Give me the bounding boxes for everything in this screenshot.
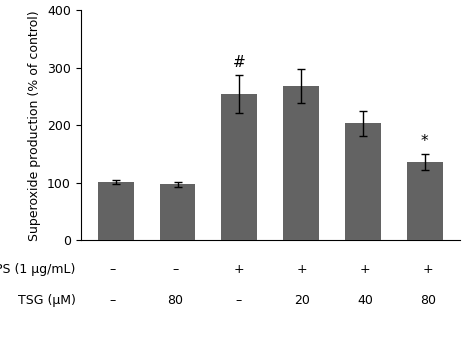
Bar — [98, 182, 134, 240]
Text: 80: 80 — [420, 294, 436, 307]
Text: +: + — [423, 263, 434, 276]
Bar — [283, 86, 319, 240]
Text: –: – — [109, 294, 115, 307]
Text: *: * — [421, 134, 428, 149]
Text: –: – — [109, 263, 115, 276]
Text: 20: 20 — [294, 294, 310, 307]
Text: #: # — [233, 55, 246, 70]
Y-axis label: Superoxide production (% of control): Superoxide production (% of control) — [28, 10, 41, 240]
Text: –: – — [172, 263, 179, 276]
Text: +: + — [296, 263, 307, 276]
Text: 40: 40 — [357, 294, 373, 307]
Bar — [160, 185, 195, 240]
Text: +: + — [233, 263, 244, 276]
Bar — [221, 94, 257, 240]
Bar — [345, 123, 381, 240]
Text: LPS (1 μg/mL): LPS (1 μg/mL) — [0, 263, 76, 276]
Text: –: – — [236, 294, 242, 307]
Text: +: + — [360, 263, 370, 276]
Bar — [407, 162, 443, 240]
Text: 80: 80 — [167, 294, 183, 307]
Text: TSG (μM): TSG (μM) — [18, 294, 76, 307]
